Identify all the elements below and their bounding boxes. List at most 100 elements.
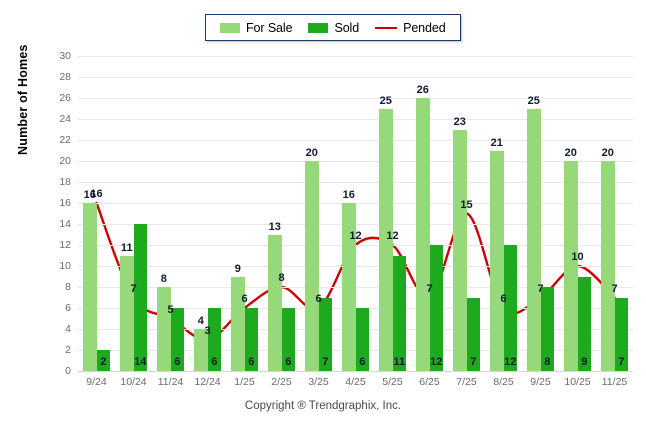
y-axis-tick-label: 2 <box>65 344 71 356</box>
bar-value-label-for-sale: 13 <box>268 220 281 233</box>
legend-item-sold[interactable]: Sold <box>308 21 359 35</box>
bar-sold[interactable]: 7 <box>466 297 480 371</box>
gridline <box>78 224 633 225</box>
copyright-footer: Copyright ® Trendgraphix, Inc. <box>244 400 402 412</box>
plot-area: 0 2 4 6 8 10 12 14 16 18 20 22 24 26 28 30 16 2 11 14 8 6 4 6 9 6… <box>59 50 633 377</box>
bar-value-label-for-sale: 11 <box>120 241 133 254</box>
x-axis-tick-label: 1/25 <box>234 376 255 388</box>
bar-for-sale[interactable]: 11 <box>120 242 134 371</box>
bar-for-sale[interactable]: 16 <box>342 189 356 371</box>
bar-value-label-sold: 7 <box>322 356 329 368</box>
x-axis-tick-label: 3/25 <box>308 376 329 388</box>
bar-sold[interactable]: 12 <box>503 245 517 371</box>
bar-value-label-sold: 6 <box>174 356 181 368</box>
bar-for-sale[interactable]: 13 <box>268 221 282 371</box>
y-axis-tick-label: 30 <box>59 50 71 62</box>
bar-sold[interactable]: 2 <box>96 350 110 371</box>
bar-sold[interactable]: 11 <box>392 255 406 371</box>
bar-sold[interactable]: 12 <box>429 245 443 371</box>
bar-value-label-for-sale: 16 <box>342 189 355 201</box>
y-axis-tick-label: 12 <box>59 239 71 251</box>
x-axis-tick-label: 4/25 <box>345 376 366 388</box>
bar-group: 16 6 <box>342 56 369 371</box>
bar-sold[interactable]: 6 <box>355 308 369 371</box>
y-axis-tick-label: 20 <box>59 155 71 167</box>
y-axis-tick-label: 28 <box>59 71 71 83</box>
bar-sold[interactable]: 8 <box>540 287 554 371</box>
x-axis-tick-label: 11/24 <box>157 376 184 388</box>
x-axis-tick-label: 10/25 <box>564 376 591 388</box>
y-axis-tick-label: 22 <box>59 134 71 146</box>
x-axis-tick-label: 10/24 <box>120 376 147 388</box>
bar-for-sale[interactable]: 20 <box>305 147 319 371</box>
x-axis-tick-label: 8/25 <box>493 376 514 388</box>
x-axis-tick-label: 12/24 <box>194 376 221 388</box>
y-axis-tick-label: 14 <box>59 218 71 230</box>
bar-sold[interactable]: 6 <box>281 308 295 371</box>
x-axis-tick-label: 2/25 <box>271 376 292 388</box>
gridline <box>78 98 633 99</box>
bar-for-sale[interactable]: 20 <box>601 147 615 371</box>
bar-for-sale[interactable]: 26 <box>416 84 430 371</box>
bar-for-sale[interactable]: 4 <box>194 315 208 371</box>
legend-swatch-icon <box>220 22 240 33</box>
bar-value-label-for-sale: 16 <box>83 189 96 201</box>
bar-value-label-sold: 9 <box>581 356 588 368</box>
bar-group: 23 7 <box>453 56 480 371</box>
bar-value-label-sold: 6 <box>359 356 366 368</box>
bar-sold[interactable]: 9 <box>577 276 591 371</box>
y-axis-tick-label: 6 <box>65 302 71 314</box>
bar-for-sale[interactable]: 21 <box>490 137 504 371</box>
bar-group: 21 12 <box>490 56 517 371</box>
bar-sold[interactable]: 6 <box>207 308 221 371</box>
y-axis-tick-label: 24 <box>59 113 71 125</box>
bar-value-label-for-sale: 4 <box>197 315 204 327</box>
bar-for-sale[interactable]: 20 <box>564 147 578 371</box>
x-axis-tick-label: 5/25 <box>382 376 403 388</box>
bar-value-label-sold: 6 <box>211 356 218 368</box>
bar-value-label-sold: 6 <box>285 356 292 368</box>
bar-value-label-for-sale: 25 <box>379 94 392 107</box>
bar-value-label-for-sale: 20 <box>305 147 318 159</box>
gridline <box>78 161 633 162</box>
gridline <box>78 140 633 141</box>
gridline <box>78 203 633 204</box>
gridline <box>78 287 633 288</box>
gridline <box>78 77 633 78</box>
legend-item-for-sale[interactable]: For Sale <box>220 20 293 35</box>
y-axis-tick-label: 18 <box>59 176 71 188</box>
bar-sold[interactable]: 6 <box>244 308 258 371</box>
bar-value-label-for-sale: 23 <box>453 115 466 128</box>
bar-sold[interactable]: 7 <box>614 297 628 371</box>
bar-for-sale[interactable]: 25 <box>527 95 541 371</box>
x-axis-tick-label: 11/25 <box>601 376 628 388</box>
legend-item-pended[interactable]: Pended <box>375 21 446 35</box>
bar-value-label-sold: 2 <box>100 356 107 368</box>
bar-sold[interactable]: 14 <box>133 224 147 371</box>
bar-for-sale[interactable]: 16 <box>83 189 97 371</box>
x-axis-labels: 9/24 10/24 11/24 12/24 1/25 2/25 3/25 4/25 5/25 6… <box>78 376 633 392</box>
y-axis-tick-label: 8 <box>65 281 71 293</box>
x-axis-tick-label: 9/25 <box>530 376 551 388</box>
bar-for-sale[interactable]: 25 <box>379 95 393 371</box>
bar-value-label-for-sale: 21 <box>490 136 503 149</box>
bar-sold[interactable]: 7 <box>318 297 332 371</box>
bar-value-label-sold: 8 <box>544 356 551 368</box>
bar-for-sale[interactable]: 8 <box>157 273 171 371</box>
x-axis-tick-label: 9/24 <box>86 376 107 388</box>
bar-value-label-sold: 12 <box>504 356 517 368</box>
y-axis-tick-label: 0 <box>65 365 71 377</box>
legend-item-label: For Sale <box>246 20 293 35</box>
bar-value-label-sold: 7 <box>470 356 477 368</box>
bar-for-sale[interactable]: 23 <box>453 116 467 371</box>
bar-group: 25 8 <box>527 56 554 371</box>
bar-value-label-sold: 7 <box>618 356 625 368</box>
bar-value-label-sold: 12 <box>430 356 443 368</box>
legend-swatch-icon <box>308 22 329 33</box>
bar-group: 26 12 <box>416 56 443 371</box>
bar-for-sale[interactable]: 9 <box>231 263 245 371</box>
bar-sold[interactable]: 6 <box>170 308 184 371</box>
